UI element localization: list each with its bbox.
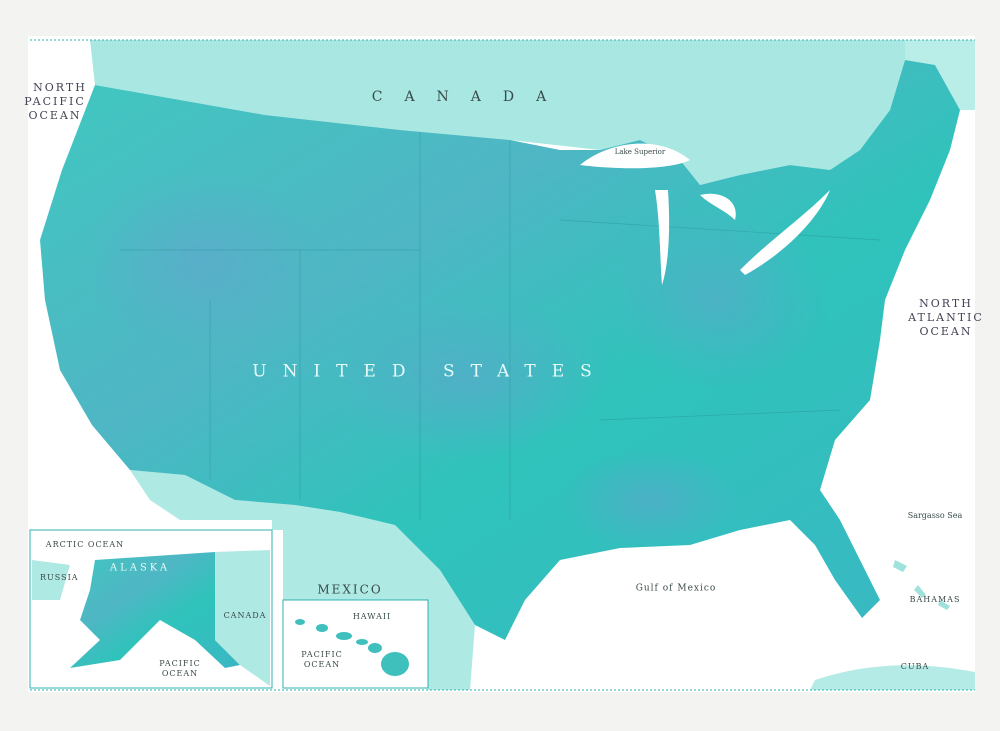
hawaii-islands: [295, 619, 409, 676]
ocean-label: ATLANTIC: [907, 311, 984, 324]
ocean-label: OCEAN: [28, 109, 81, 122]
cuba-land: [810, 665, 975, 690]
ocean-label: NORTH: [33, 81, 87, 94]
canada-label: CANADA: [372, 89, 569, 105]
sargasso-label: Sargasso Sea: [908, 511, 963, 520]
pacific-label: OCEAN: [162, 669, 198, 678]
hawaii-inset: [282, 599, 429, 689]
pacific-label: PACIFIC: [159, 659, 201, 668]
mexico-label: MEXICO: [317, 583, 382, 597]
alaska-land: [70, 552, 240, 668]
ocean-label: OCEAN: [919, 325, 972, 338]
alaska-label: ALASKA: [109, 563, 170, 574]
lake-label: Lake Superior: [615, 148, 666, 156]
canada-east: [905, 40, 975, 110]
ocean-label: NORTH: [919, 297, 973, 310]
russia-land: [32, 560, 70, 600]
bahamas-label: BAHAMAS: [910, 595, 961, 604]
hawaii-label: HAWAII: [353, 612, 391, 621]
ocean-label: PACIFIC: [24, 95, 86, 108]
hawaii-pacific-label: OCEAN: [304, 660, 340, 669]
bahamas-land: [893, 560, 950, 610]
cuba-label: CUBA: [901, 662, 930, 671]
great-lakes: [580, 143, 830, 285]
arctic-label: ARCTIC OCEAN: [45, 540, 124, 549]
hawaii-pacific-label: PACIFIC: [301, 650, 343, 659]
country-title: UNITED STATES: [252, 362, 608, 382]
alaska-canada-label: CANADA: [224, 611, 267, 620]
russia-label: RUSSIA: [40, 573, 79, 582]
gulf-label: Gulf of Mexico: [636, 584, 717, 594]
canada-land: [90, 40, 905, 185]
alaska-canada: [215, 550, 270, 686]
mexico-land: [130, 470, 475, 690]
